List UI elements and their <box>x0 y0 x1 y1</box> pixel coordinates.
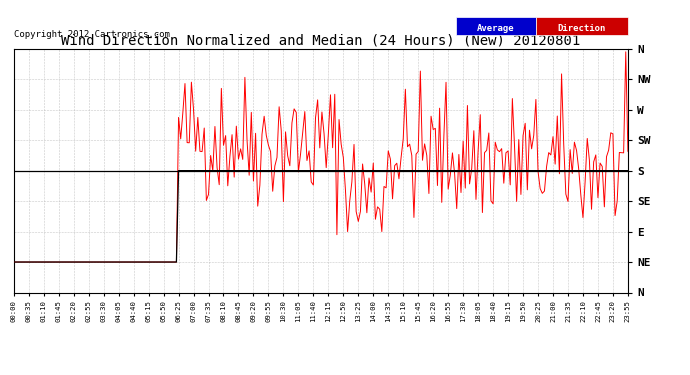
Text: Copyright 2012 Cartronics.com: Copyright 2012 Cartronics.com <box>14 30 170 39</box>
Text: Average: Average <box>477 24 515 33</box>
FancyBboxPatch shape <box>456 17 535 35</box>
FancyBboxPatch shape <box>535 17 628 35</box>
Title: Wind Direction Normalized and Median (24 Hours) (New) 20120801: Wind Direction Normalized and Median (24… <box>61 34 580 48</box>
Text: Direction: Direction <box>558 24 606 33</box>
